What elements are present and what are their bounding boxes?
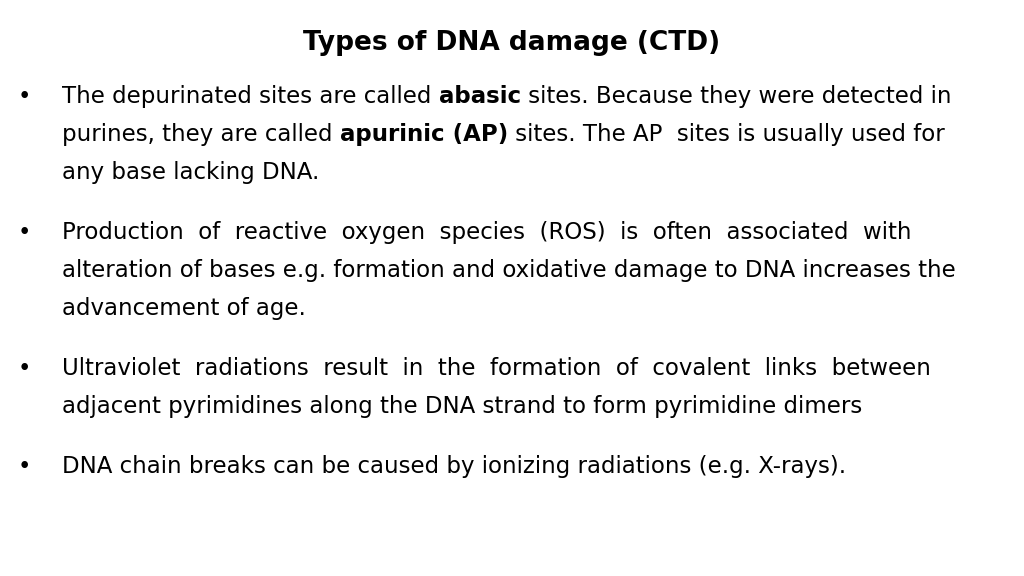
Text: sites. Because they were detected in: sites. Because they were detected in: [521, 85, 951, 108]
Text: •: •: [18, 85, 32, 108]
Text: Types of DNA damage (CTD): Types of DNA damage (CTD): [303, 30, 721, 56]
Text: •: •: [18, 357, 32, 380]
Text: DNA chain breaks can be caused by ionizing radiations (e.g. X-rays).: DNA chain breaks can be caused by ionizi…: [62, 455, 846, 478]
Text: Production  of  reactive  oxygen  species  (ROS)  is  often  associated  with: Production of reactive oxygen species (R…: [62, 221, 911, 244]
Text: sites. The AP  sites is usually used for: sites. The AP sites is usually used for: [508, 123, 945, 146]
Text: alteration of bases e.g. formation and oxidative damage to DNA increases the: alteration of bases e.g. formation and o…: [62, 259, 955, 282]
Text: purines, they are called: purines, they are called: [62, 123, 340, 146]
Text: abasic: abasic: [438, 85, 521, 108]
Text: Ultraviolet  radiations  result  in  the  formation  of  covalent  links  betwee: Ultraviolet radiations result in the for…: [62, 357, 931, 380]
Text: advancement of age.: advancement of age.: [62, 297, 306, 320]
Text: adjacent pyrimidines along the DNA strand to form pyrimidine dimers: adjacent pyrimidines along the DNA stran…: [62, 395, 862, 418]
Text: The depurinated sites are called: The depurinated sites are called: [62, 85, 438, 108]
Text: •: •: [18, 455, 32, 478]
Text: apurinic (AP): apurinic (AP): [340, 123, 508, 146]
Text: any base lacking DNA.: any base lacking DNA.: [62, 161, 319, 184]
Text: •: •: [18, 221, 32, 244]
